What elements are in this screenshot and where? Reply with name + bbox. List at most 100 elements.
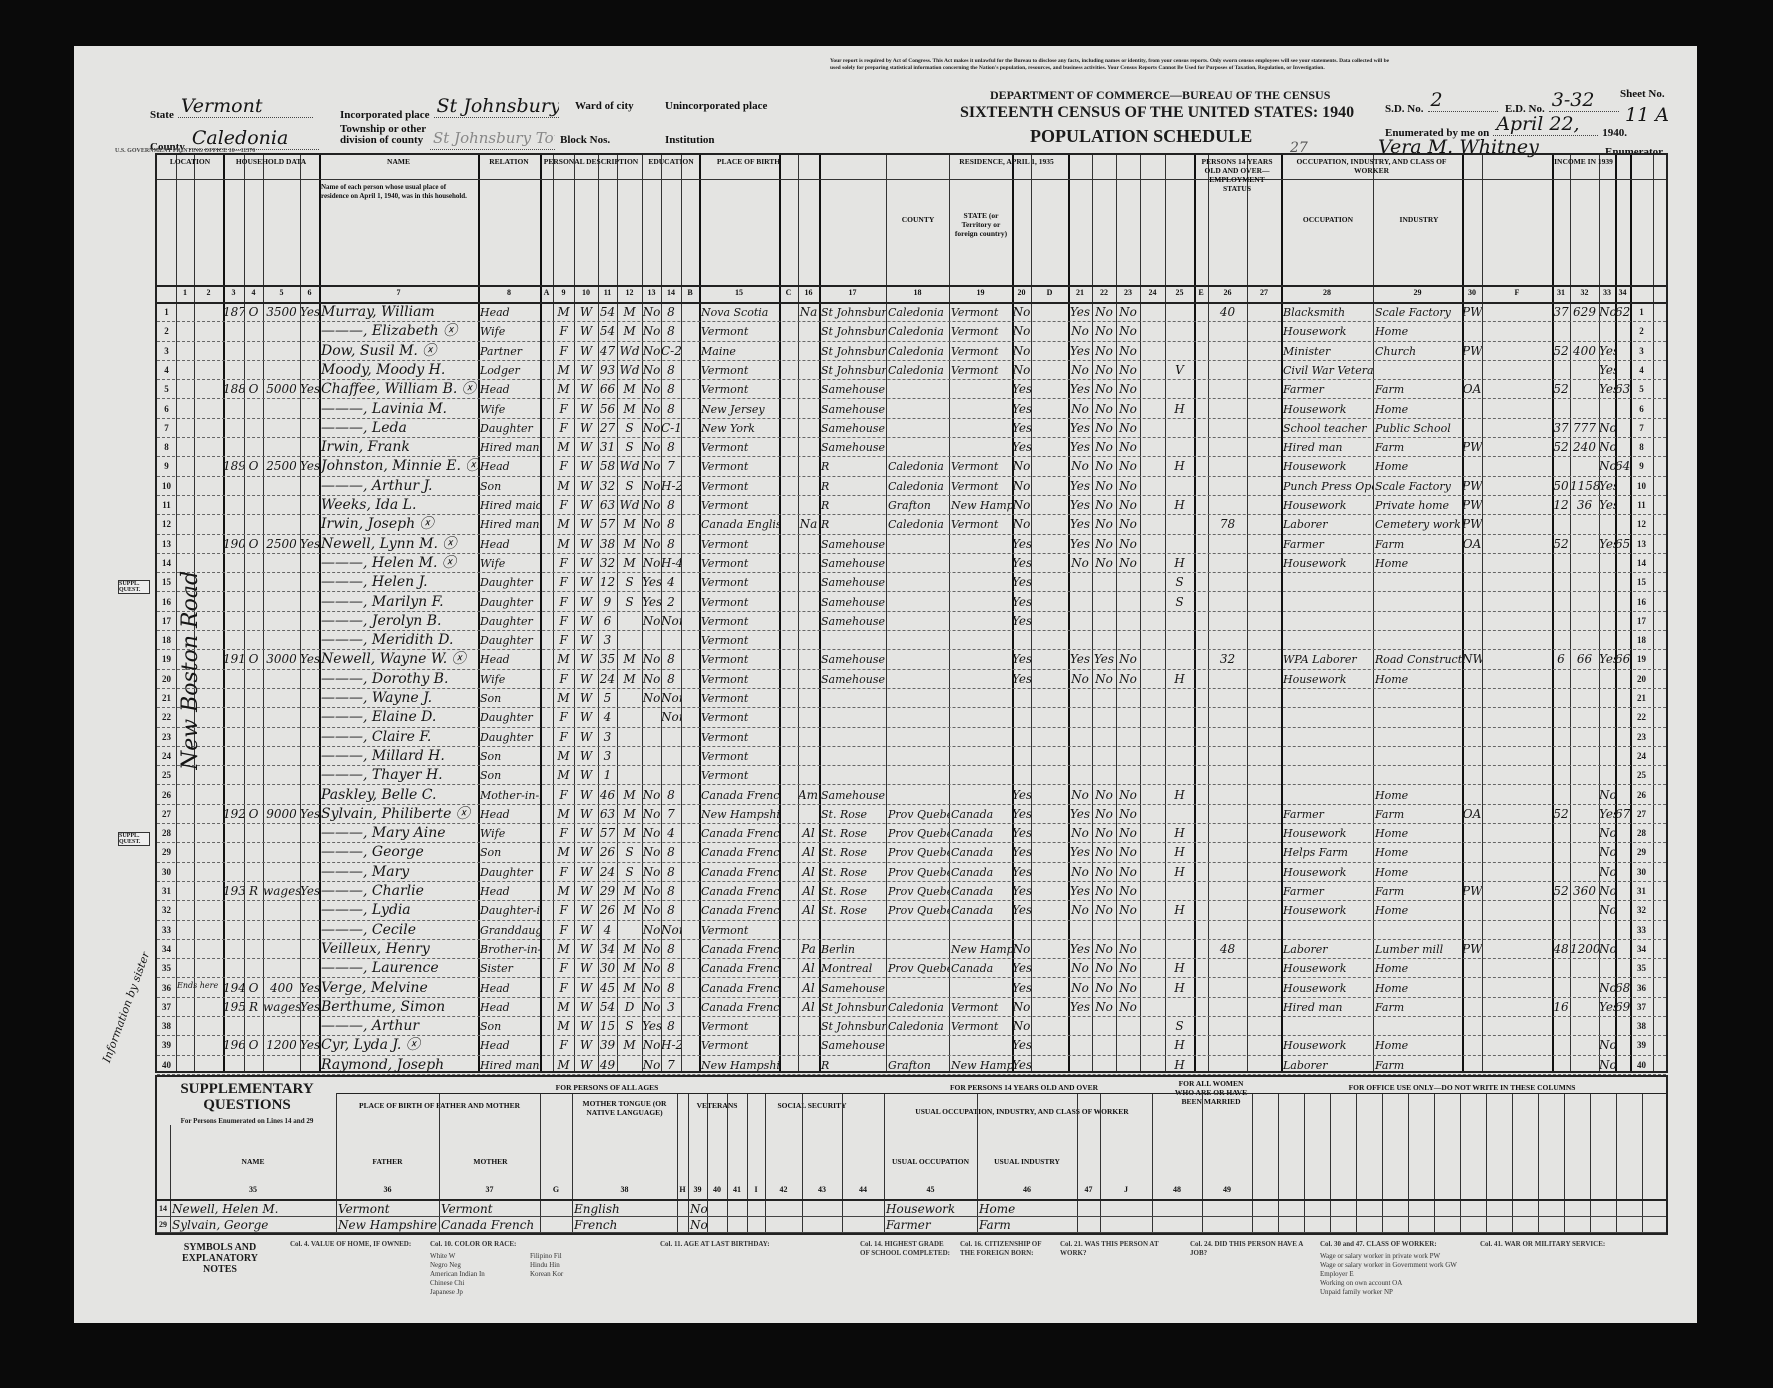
cell-place: R (821, 499, 830, 512)
cell-ind: Farm (1375, 807, 1405, 821)
cell-county: Caledonia (888, 1020, 944, 1034)
office-column-divider (1382, 1093, 1383, 1233)
cell-place: St. Rose (821, 904, 868, 918)
unincorporated-label: Unincorporated place (665, 100, 768, 112)
cell-own: O (248, 1038, 259, 1053)
sup-column-divider (765, 1093, 766, 1233)
institution-label: Institution (665, 134, 715, 146)
cell-cit: Am Cit (798, 787, 819, 802)
cell-state: Vermont (951, 1000, 999, 1014)
cell-occ: Housework (1283, 499, 1347, 512)
cell-f20: Yes (1012, 845, 1031, 860)
schedule-title: POPULATION SCHEDULE (1030, 126, 1253, 146)
cell-ln: 40 (162, 1059, 171, 1070)
cell-county: Prov Quebec (888, 846, 949, 860)
cell-rel: Head (480, 807, 510, 821)
column-number: 16 (804, 288, 813, 297)
cell-state: New Hampshire (951, 942, 1012, 956)
cell-f20: No (1012, 999, 1031, 1014)
cell-farm: Yes (300, 459, 319, 474)
cell-ln: 25 (162, 770, 171, 781)
cell-ln: 20 (162, 673, 171, 684)
column-divider (244, 155, 245, 1071)
household-header: HOUSEHOLD DATA (235, 157, 307, 166)
cell-ln2: 10 (1637, 480, 1646, 491)
cell-gr: 8 (667, 324, 675, 339)
cell-f20: Yes (1012, 980, 1031, 995)
column-divider (1599, 155, 1600, 1071)
column-divider (1140, 155, 1141, 1071)
cell-w25: H (1174, 1057, 1185, 1072)
cell-ln2: 38 (1637, 1021, 1646, 1032)
column-divider (1462, 155, 1464, 1071)
cell-rel: Daughter (480, 595, 533, 609)
sup-column-divider (1202, 1093, 1203, 1233)
cell-w23: No (1119, 884, 1137, 898)
cell-f20: No (1012, 459, 1031, 474)
cell-f20: Yes (1012, 961, 1031, 976)
cell-oth: No (1599, 787, 1615, 802)
residence-header: RESIDENCE, APRIL 1, 1935 (959, 157, 1054, 166)
column-divider (1552, 155, 1554, 1071)
cell-birth: New Hampshire (701, 1058, 779, 1072)
cell-hh: 191 (223, 652, 244, 667)
cell-occ: Housework (1283, 402, 1347, 416)
cell-own: O (248, 536, 259, 551)
cell-ln2: 5 (1639, 384, 1644, 395)
cell-wks: 52 (1553, 884, 1569, 898)
cell-age: 24 (599, 864, 616, 879)
cell-age: 26 (599, 903, 616, 918)
sup-column-number: 40 (713, 1185, 721, 1194)
cell-sch: No (642, 826, 661, 841)
cell-wks: 52 (1553, 382, 1569, 397)
cell-cls: NW (1462, 652, 1482, 667)
cell-age: 63 (599, 498, 616, 512)
office-column-divider (1538, 1093, 1539, 1233)
cell-farm: Yes (300, 536, 319, 551)
note-heading: Col. 10. COLOR OR RACE: (430, 1240, 517, 1248)
cell-gr: None (661, 710, 681, 725)
cell-w23: No (1119, 498, 1137, 512)
cell-birth: Vermont (701, 730, 749, 744)
cell-f20: No (1012, 305, 1031, 319)
cell-race: W (579, 633, 593, 648)
cell-mar: M (623, 305, 636, 319)
cell-w25: H (1174, 980, 1185, 995)
cell-ln: 9 (164, 461, 169, 472)
column-number: 31 (1557, 288, 1565, 297)
cell-gr: 8 (667, 884, 675, 898)
table-row: 25 ———, Thayer H. Son M W 1 Vermont 25 (157, 766, 1666, 786)
cell-w23: No (1119, 343, 1137, 358)
cell-ind: Farm (1375, 1000, 1405, 1014)
cell-s34: 67 (1615, 806, 1630, 821)
cell-ind: Home (1375, 556, 1409, 570)
cell-sex: F (559, 922, 568, 937)
sup-row: 14 Newell, Helen M. Vermont Vermont English N… (157, 1201, 1666, 1217)
cell-w22: No (1095, 903, 1113, 918)
cell-ind: Lumber mill (1375, 942, 1444, 956)
cell-ln2: 2 (1639, 326, 1644, 337)
supplementary-subtitle: For Persons Enumerated on Lines 14 and 2… (180, 1117, 314, 1125)
table-row: 2 ———, Elizabeth ⓧ Wife F W 54 M No 8 Vermont St J… (157, 322, 1666, 342)
cell-w22: No (1095, 498, 1113, 512)
cell-gr: 7 (667, 806, 675, 821)
cell-sex: M (557, 768, 570, 783)
cell-w22: No (1095, 787, 1113, 802)
cell-gr: 8 (667, 362, 675, 377)
sup-column-divider (802, 1093, 803, 1233)
cell-gr: 3 (667, 999, 675, 1014)
column-number: 34 (1618, 288, 1627, 297)
cell-ind: Farm (1375, 1058, 1405, 1072)
cell-occ: Punch Press Operator (1283, 479, 1373, 493)
township-value: St Johnsbury Town (430, 128, 555, 150)
cell-sex: F (559, 555, 568, 570)
cell-w21: No (1071, 459, 1089, 474)
note-heading: Col. 24. DID THIS PERSON HAVE A JOB? (1190, 1240, 1303, 1257)
table-row: 35 ———, Laurence Sister F W 30 M No 8 Canada Fren… (157, 959, 1666, 979)
cell-name: Moody, Moody H. (321, 361, 446, 378)
cell-name: ———, Claire F. (321, 728, 432, 745)
column-number: 32 (1580, 288, 1589, 297)
cell-race: W (579, 517, 593, 532)
cell-birth: Vermont (701, 1020, 749, 1034)
cell-sex: F (559, 729, 568, 744)
